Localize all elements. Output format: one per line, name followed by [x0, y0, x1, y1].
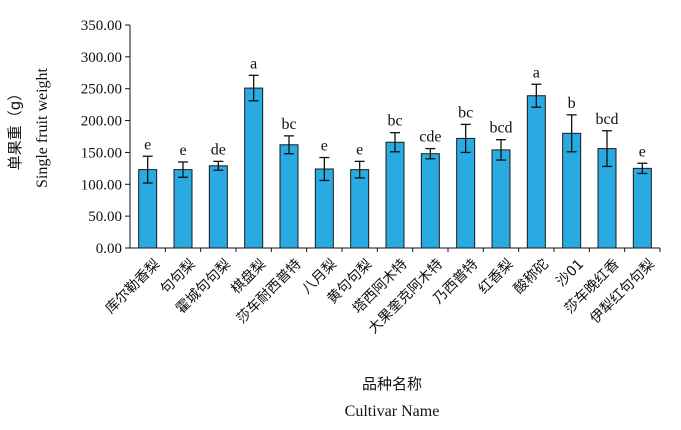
significance-label: bc: [281, 116, 296, 133]
significance-label: bc: [387, 113, 402, 130]
bar: [173, 169, 193, 249]
significance-label: b: [568, 95, 576, 112]
significance-label: a: [533, 64, 540, 81]
significance-label: e: [321, 138, 328, 155]
x-axis-label-en: Cultivar Name: [345, 403, 440, 420]
y-tick-label: 350.00: [81, 18, 122, 34]
y-tick-label: 150.00: [81, 145, 122, 161]
bar: [632, 167, 652, 249]
y-tick-label: 50.00: [88, 209, 122, 225]
y-tick-label: 0.00: [96, 241, 122, 257]
y-tick-label: 200.00: [81, 114, 122, 130]
bar: [279, 144, 299, 249]
y-tick-label: 250.00: [81, 82, 122, 98]
category-label: 库尔勒香梨: [102, 256, 163, 317]
significance-label: e: [356, 141, 363, 158]
x-axis-label-cn: 品种名称: [362, 375, 422, 393]
category-label: 红香梨: [476, 256, 517, 297]
y-axis-label-cn: 单果重（g）: [6, 86, 24, 171]
bar: [350, 169, 370, 249]
bar: [526, 95, 546, 249]
bar: [491, 149, 511, 249]
bar: [456, 137, 476, 249]
y-tick-label: 100.00: [81, 177, 122, 193]
significance-label: bcd: [489, 120, 512, 137]
bar: [420, 153, 440, 249]
significance-label: bc: [458, 104, 473, 121]
significance-label: e: [144, 136, 151, 153]
significance-label: de: [211, 141, 226, 158]
bar: [244, 87, 264, 249]
significance-label: e: [639, 143, 646, 160]
significance-label: a: [250, 55, 257, 72]
category-label: 酸称砣: [511, 256, 552, 297]
significance-label: bcd: [595, 111, 618, 128]
y-tick-label: 300.00: [81, 50, 122, 66]
bar: [385, 141, 405, 249]
y-axis-label-en: Single fruit weight: [34, 67, 51, 188]
significance-label: e: [179, 142, 186, 159]
bar: [208, 165, 228, 249]
significance-label: cde: [419, 129, 441, 146]
